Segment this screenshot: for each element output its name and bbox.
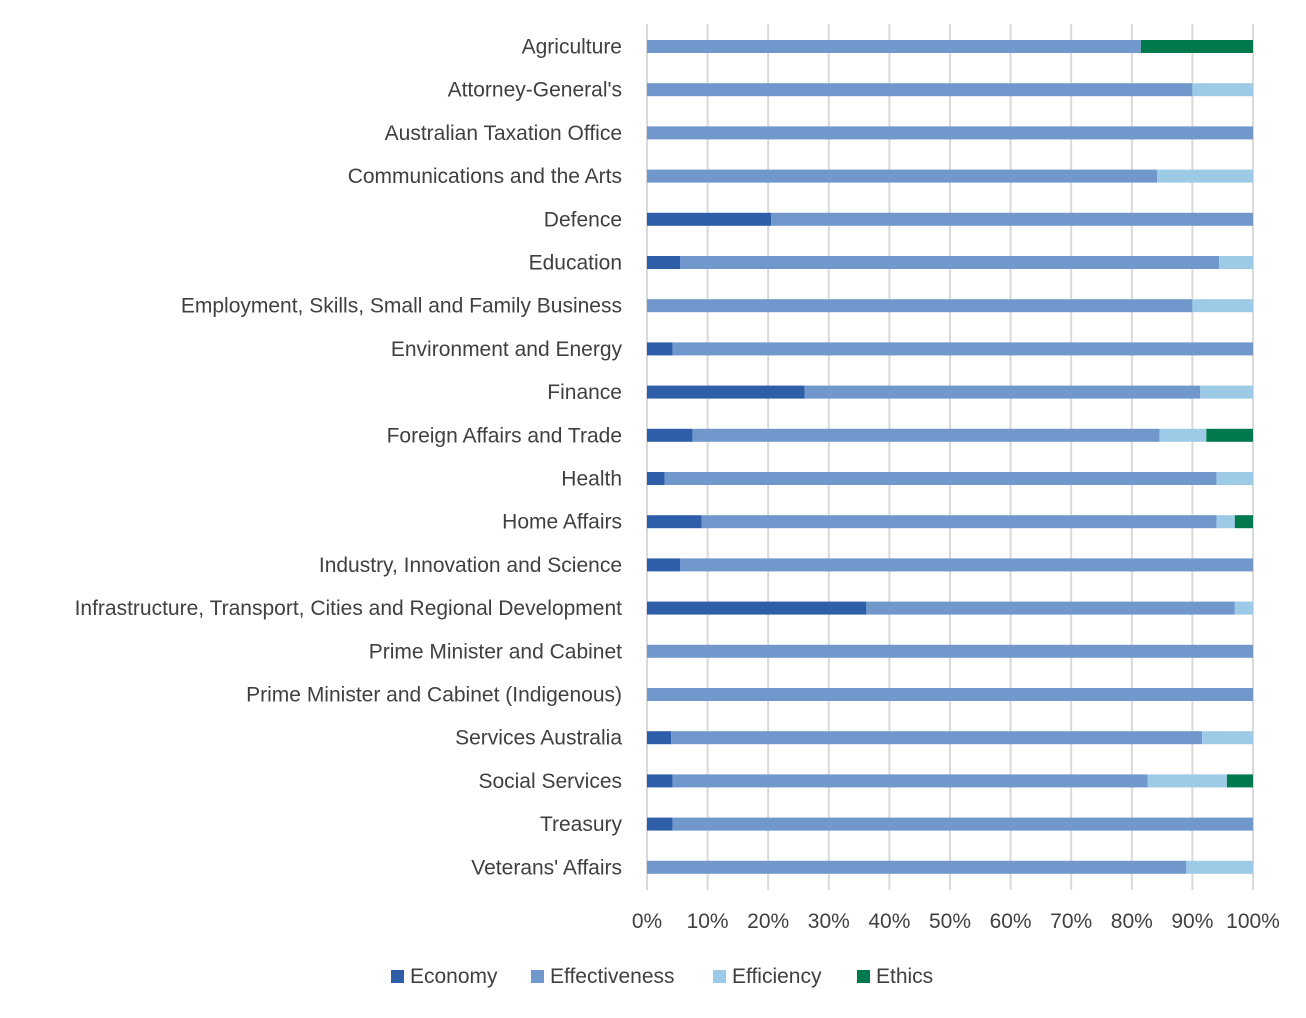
- bar-segment-effectiveness: [692, 428, 1160, 442]
- bar-segment-efficiency: [1202, 731, 1253, 745]
- bar-segment-efficiency: [1219, 256, 1253, 269]
- category-label: Defence: [544, 208, 622, 231]
- bar-segment-effectiveness: [647, 40, 1141, 53]
- bar-segment-economy: [647, 817, 673, 831]
- category-label: Attorney-General's: [448, 79, 622, 102]
- category-label: Employment, Skills, Small and Family Bus…: [181, 295, 622, 318]
- bar-segment-effectiveness: [647, 644, 1253, 658]
- x-tick-label: 0%: [632, 910, 662, 933]
- bar-segment-effectiveness: [647, 860, 1187, 874]
- bar-segment-efficiency: [1192, 83, 1253, 97]
- x-tick-label: 40%: [868, 910, 910, 933]
- category-label: Communications and the Arts: [348, 165, 622, 188]
- category-label: Treasury: [540, 813, 623, 836]
- legend-label: Effectiveness: [550, 965, 675, 988]
- bar-segment-efficiency: [1159, 428, 1207, 442]
- bar-segment-economy: [647, 428, 693, 442]
- bar-segment-effectiveness: [672, 817, 1253, 831]
- legend-label: Efficiency: [732, 965, 822, 988]
- bar-segment-effectiveness: [804, 385, 1201, 399]
- category-labels: Agriculture Attorney-General's Australian …: [75, 36, 623, 880]
- x-tick-label: 80%: [1111, 910, 1153, 933]
- legend: Economy Effectiveness Efficiency Ethics: [391, 965, 933, 988]
- x-axis-tick-labels: 0% 10% 20% 30% 40% 50% 60% 70% 80% 90% 100%: [632, 910, 1280, 933]
- bars: [647, 40, 1253, 874]
- gridlines: [646, 24, 1254, 890]
- bar-segment-effectiveness: [647, 169, 1158, 183]
- bar-segment-effectiveness: [647, 299, 1193, 313]
- category-label: Environment and Energy: [391, 338, 623, 361]
- x-tick-label: 90%: [1171, 910, 1213, 933]
- x-tick-label: 30%: [808, 910, 850, 933]
- bar-segment-effectiveness: [647, 126, 1253, 140]
- category-label: Veterans' Affairs: [471, 856, 622, 879]
- bar-segment-economy: [647, 385, 805, 399]
- category-label: Agriculture: [522, 36, 622, 59]
- bar-segment-effectiveness: [664, 472, 1217, 485]
- x-tick-label: 70%: [1050, 910, 1092, 933]
- bar-segment-economy: [647, 731, 672, 745]
- x-tick-label: 20%: [747, 910, 789, 933]
- bar-segment-efficiency: [1216, 515, 1235, 529]
- legend-label: Ethics: [876, 965, 933, 988]
- x-tick-label: 10%: [687, 910, 729, 933]
- bar-segment-efficiency: [1216, 472, 1253, 485]
- x-tick-label: 60%: [990, 910, 1032, 933]
- bar-segment-economy: [647, 342, 673, 356]
- bar-segment-efficiency: [1157, 169, 1253, 183]
- category-label: Australian Taxation Office: [385, 122, 622, 145]
- bar-segment-economy: [647, 212, 772, 226]
- bar-segment-efficiency: [1147, 774, 1227, 788]
- category-label: Social Services: [478, 770, 622, 793]
- bar-segment-economy: [647, 472, 665, 485]
- category-label: Industry, Innovation and Science: [319, 554, 622, 577]
- bar-segment-effectiveness: [647, 688, 1253, 701]
- bar-segment-ethics: [1234, 515, 1253, 529]
- category-label: Education: [529, 252, 622, 275]
- bar-segment-efficiency: [1234, 601, 1253, 615]
- category-label: Health: [561, 468, 622, 491]
- bar-segment-effectiveness: [771, 212, 1253, 226]
- bar-segment-efficiency: [1186, 860, 1253, 874]
- bar-segment-economy: [647, 601, 867, 615]
- category-label: Foreign Affairs and Trade: [387, 424, 622, 447]
- legend-swatch: [857, 970, 870, 983]
- bar-segment-efficiency: [1200, 385, 1253, 399]
- bar-segment-economy: [647, 256, 681, 269]
- bar-segment-effectiveness: [680, 256, 1220, 269]
- legend-swatch: [531, 970, 544, 983]
- bar-segment-ethics: [1206, 428, 1253, 442]
- bar-segment-ethics: [1226, 774, 1253, 788]
- category-label: Home Affairs: [502, 511, 622, 534]
- bar-segment-effectiveness: [866, 601, 1235, 615]
- bar-segment-effectiveness: [680, 558, 1253, 572]
- bar-segment-effectiveness: [672, 774, 1148, 788]
- bar-segment-ethics: [1140, 40, 1253, 53]
- bar-segment-economy: [647, 774, 673, 788]
- category-label: Prime Minister and Cabinet (Indigenous): [246, 684, 622, 707]
- bar-segment-economy: [647, 515, 702, 529]
- legend-label: Economy: [410, 965, 498, 988]
- bar-segment-effectiveness: [672, 342, 1253, 356]
- x-tick-label: 100%: [1226, 910, 1280, 933]
- bar-segment-effectiveness: [647, 83, 1193, 97]
- legend-swatch: [391, 970, 404, 983]
- category-label: Finance: [547, 381, 622, 404]
- category-label: Infrastructure, Transport, Cities and Re…: [75, 597, 623, 620]
- x-tick-label: 50%: [929, 910, 971, 933]
- bar-segment-economy: [647, 558, 681, 572]
- bar-segment-effectiveness: [671, 731, 1203, 745]
- category-label: Prime Minister and Cabinet: [369, 640, 622, 663]
- category-label: Services Australia: [455, 727, 622, 750]
- bar-segment-efficiency: [1192, 299, 1253, 313]
- legend-swatch: [713, 970, 726, 983]
- bar-segment-effectiveness: [701, 515, 1217, 529]
